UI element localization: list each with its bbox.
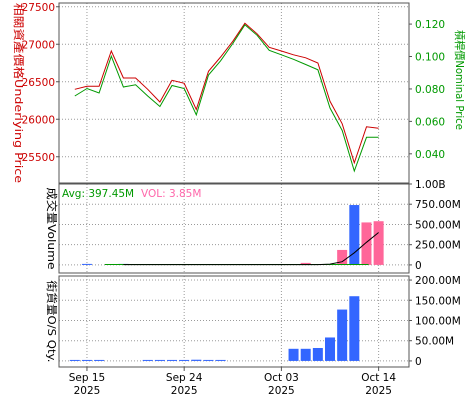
left-axis-tick-label: 26000 — [22, 114, 55, 126]
right-axis-tick-label: 0.040 — [415, 149, 445, 161]
outstanding-bar — [191, 359, 202, 361]
outstanding-bar — [179, 359, 190, 361]
x-axis-tick-label: Oct 03 — [264, 372, 299, 384]
nominal-price-line — [74, 24, 379, 173]
outstanding-axis-tick-label: 0 — [415, 356, 422, 368]
outstanding-bar — [167, 359, 178, 361]
volume-bar — [361, 222, 372, 265]
volume-bar — [300, 262, 311, 265]
outstanding-bar — [349, 296, 360, 361]
x-axis-tick-label: Sep 24 — [166, 372, 203, 384]
outstanding-axis-tick-label: 200.00M — [415, 275, 461, 287]
price-panel-frame — [58, 2, 410, 184]
volume-axis-tick-label: 0 — [415, 260, 422, 272]
volume-bar — [81, 263, 92, 265]
volume-panel-frame — [58, 183, 410, 274]
outstanding-bar — [94, 359, 105, 361]
outstanding-axis-tick-label: 150.00M — [415, 295, 461, 307]
outstanding-bar — [300, 348, 311, 361]
outstanding-bar — [203, 359, 214, 361]
left-axis-title: 相關資產價格Underlying Price — [12, 3, 26, 183]
underlying-price-line — [74, 22, 379, 165]
x-axis-tick-label: Sep 15 — [69, 372, 106, 384]
right-axis-tick-label: 0.120 — [415, 19, 445, 31]
volume-average-annotation: Avg: 397.45M — [62, 188, 134, 200]
x-axis-tick-year: 2025 — [365, 385, 392, 397]
left-axis-tick-label: 26500 — [22, 77, 55, 89]
outstanding-axis-title: 街貨量O/S Qty. — [45, 281, 59, 363]
outstanding-axis-tick-label: 100.00M — [415, 315, 461, 327]
right-axis-tick-label: 0.060 — [415, 116, 445, 128]
volume-bar — [337, 249, 348, 265]
outstanding-bar — [337, 309, 348, 361]
volume-axis-tick-label: 750.00M — [415, 199, 461, 211]
right-axis-title: 槓桿價Nominal Price — [453, 30, 467, 130]
left-axis-tick-label: 27000 — [22, 39, 55, 51]
outstanding-bar — [154, 359, 165, 361]
volume-average-line — [123, 232, 379, 266]
outstanding-bar — [215, 359, 226, 361]
x-axis-tick-year: 2025 — [74, 385, 101, 397]
outstanding-axis-tick-label: 50.00M — [415, 336, 454, 348]
outstanding-bar — [288, 348, 299, 361]
volume-bar — [373, 221, 384, 265]
volume-axis-title: 成交量Volume — [45, 188, 59, 270]
price-panel-bg — [59, 3, 409, 183]
outstanding-bar — [81, 359, 92, 361]
left-axis-tick-label: 25500 — [22, 152, 55, 164]
outstanding-bar — [69, 359, 80, 361]
x-axis-tick-year: 2025 — [268, 385, 295, 397]
x-axis-tick-label: Oct 14 — [361, 372, 396, 384]
x-axis-tick-year: 2025 — [171, 385, 198, 397]
right-axis-tick-label: 0.080 — [415, 84, 445, 96]
outstanding-panel-frame — [58, 275, 410, 368]
volume-axis-tick-label: 500.00M — [415, 219, 461, 231]
right-axis-tick-label: 0.100 — [415, 52, 445, 64]
outstanding-bar — [312, 347, 323, 361]
volume-axis-tick-label: 1.00B — [415, 179, 446, 191]
outstanding-bar — [325, 337, 336, 361]
volume-axis-tick-label: 250.00M — [415, 240, 461, 252]
left-axis-tick-label: 27500 — [22, 2, 55, 14]
outstanding-bar — [142, 359, 153, 361]
volume-value-annotation: VOL: 3.85M — [141, 188, 201, 200]
volume-bar — [349, 205, 360, 265]
